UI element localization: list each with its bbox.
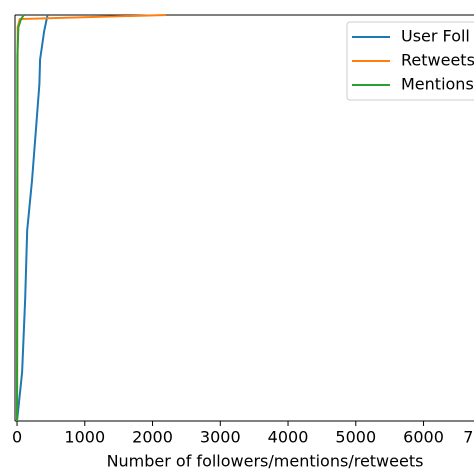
x-tick-label: 700 (463, 428, 474, 447)
x-tick-label: 6000 (403, 428, 444, 447)
legend-box (346, 21, 474, 101)
legend-label: User Foll (401, 27, 470, 46)
legend-label: Mentions (401, 75, 474, 94)
x-tick-label: 3000 (200, 428, 241, 447)
x-tick-label: 5000 (335, 428, 376, 447)
x-tick-label: 1000 (64, 428, 105, 447)
line-series (16, 14, 49, 422)
x-tick-label: 2000 (132, 428, 173, 447)
x-tick-label: 4000 (268, 428, 309, 447)
x-tick-label: 0 (12, 428, 22, 447)
line-series (16, 14, 25, 422)
x-axis-label: Number of followers/mentions/retweets (107, 452, 424, 471)
legend-label: Retweets (401, 51, 474, 70)
